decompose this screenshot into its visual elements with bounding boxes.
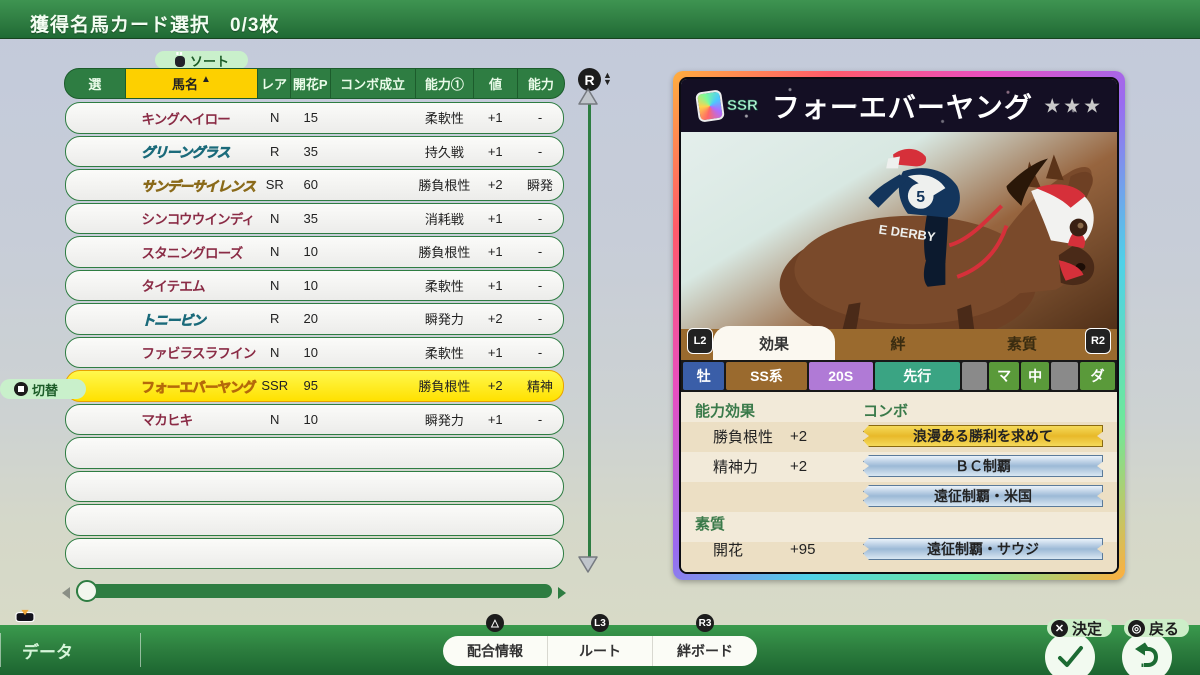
svg-text:5: 5	[916, 189, 925, 206]
